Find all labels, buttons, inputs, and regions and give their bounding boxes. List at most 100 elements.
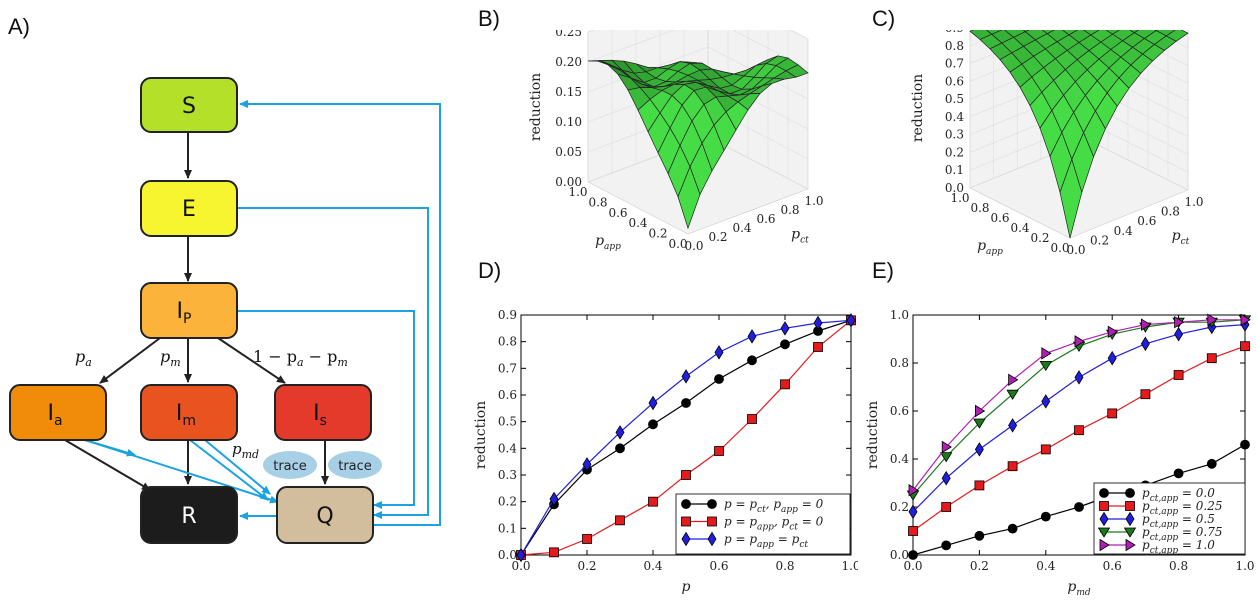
z-tick-label-c: 0.9 (945, 30, 964, 35)
y-tick-label-b: 0.0 (668, 237, 687, 251)
legend-marker-d-1 (682, 517, 691, 526)
x-axis-label-b: pct (791, 226, 809, 245)
z-tick-label-c: 0.7 (945, 57, 964, 71)
y-tick-label-c: 0.4 (1010, 221, 1029, 235)
data-point-e-0 (942, 541, 951, 550)
z-tick-label-c: 0.5 (945, 92, 964, 106)
z-tick-label-c: 0.3 (945, 128, 964, 142)
arrow-ia-mid-blue (85, 440, 135, 455)
legend-marker-d-1 (708, 517, 717, 526)
panel-label-c: C) (872, 6, 895, 32)
legend-marker-e-0 (1100, 489, 1109, 498)
x-tick-label-b: 1.0 (804, 194, 823, 208)
data-point-e-1 (942, 503, 951, 512)
z-tick-label-b: 0.05 (555, 145, 582, 159)
data-point-e-0 (1008, 524, 1017, 533)
data-point-e-0 (1041, 512, 1050, 521)
trace-label-1: trace (273, 459, 307, 474)
data-point-e-0 (1241, 440, 1250, 449)
z-tick-label-b: 0.25 (555, 30, 582, 39)
y-tick-label-d: 0.1 (498, 521, 517, 535)
y-axis-label-e: reduction (865, 401, 881, 469)
data-point-d-1 (814, 343, 823, 352)
data-point-d-1 (583, 535, 592, 544)
legend-d: p = pct, papp = 0p = papp, pct = 0p = pa… (676, 494, 850, 554)
x-tick-label-b: 0.4 (732, 221, 751, 235)
data-point-d-1 (682, 471, 691, 480)
y-tick-label-e: 0.6 (890, 404, 909, 418)
y-tick-label-c: 0.2 (1030, 231, 1049, 245)
data-point-e-1 (909, 527, 918, 536)
panel-label-b: B) (478, 6, 500, 32)
y-tick-label-b: 1.0 (568, 185, 587, 199)
node-s-label: S (182, 94, 196, 119)
x-tick-label-e: 0.8 (1169, 559, 1188, 573)
edge-label-pmd: pmd (232, 440, 259, 461)
x-tick-label-e: 0.4 (1036, 559, 1055, 573)
surface-plot-c: 0.00.10.20.30.40.50.60.70.80.90.00.20.40… (872, 30, 1252, 288)
x-axis-label-d: p (682, 579, 691, 595)
y-tick-label-c: 0.6 (990, 211, 1009, 225)
edge-label-pm: pm (160, 347, 181, 369)
x-tick-label-b: 0.6 (756, 212, 775, 226)
data-point-d-1 (748, 415, 757, 424)
y-tick-label-e: 0.4 (890, 452, 909, 466)
y-axis-label-d: reduction (473, 401, 489, 469)
y-tick-label-c: 0.0 (1050, 241, 1069, 255)
z-tick-label-c: 0.8 (945, 39, 964, 53)
data-point-e-1 (1008, 462, 1017, 471)
x-tick-label-d: 0.6 (709, 559, 728, 573)
y-tick-label-e: 1.0 (890, 308, 909, 322)
data-point-e-1 (975, 481, 984, 490)
y-tick-label-d: 0.7 (498, 361, 517, 375)
data-point-e-0 (909, 551, 918, 560)
edge-label-pa: pa (75, 347, 92, 369)
legend-marker-e-0 (1126, 489, 1135, 498)
legend-marker-d-0 (708, 500, 717, 509)
x-axis-label-e: pmd (1067, 579, 1091, 598)
x-tick-label-c: 0.6 (1137, 214, 1156, 228)
data-point-e-1 (1075, 426, 1084, 435)
data-point-e-1 (1174, 371, 1183, 380)
arrow-ip-ia (100, 338, 160, 383)
y-tick-label-b: 0.6 (608, 206, 627, 220)
data-point-d-1 (616, 516, 625, 525)
z-tick-label-b: 0.10 (555, 115, 582, 129)
y-tick-label-e: 0.2 (890, 500, 909, 514)
x-tick-label-c: 0.8 (1161, 205, 1180, 219)
y-axis-label-c: papp (977, 238, 1003, 257)
node-e-label: E (182, 197, 196, 222)
data-point-e-0 (1207, 459, 1216, 468)
z-axis-label-c: reduction (910, 74, 926, 142)
data-point-d-1 (781, 380, 790, 389)
y-tick-label-d: 0.6 (498, 388, 517, 402)
data-point-e-0 (1075, 503, 1084, 512)
line-chart-d: 0.0 0.2 0.4 0.6 0.8 1.0 0.0 0.1 0.2 0.3 0.4 0.5 0.6 0… (468, 284, 858, 604)
z-tick-label-c: 0.6 (945, 74, 964, 88)
y-tick-label-b: 0.8 (588, 195, 607, 209)
y-tick-label-d: 0.5 (498, 415, 517, 429)
z-axis-label-b: reduction (528, 73, 544, 141)
x-tick-label-c: 0.4 (1114, 224, 1133, 238)
legend-marker-e-1 (1100, 502, 1109, 511)
seir-diagram: trace trace S E IP Ia Im Is R Q pa pm 1 … (0, 0, 460, 601)
data-point-e-1 (1108, 409, 1117, 418)
x-tick-label-e: 0.6 (1103, 559, 1122, 573)
x-tick-label-d: 0.8 (775, 559, 794, 573)
edge-label-ps: 1 − pa − pm (253, 347, 348, 369)
data-point-d-1 (715, 447, 724, 456)
x-tick-label-b: 0.2 (708, 230, 727, 244)
y-tick-label-e: 0.8 (890, 356, 909, 370)
data-point-e-0 (975, 531, 984, 540)
node-q-label: Q (316, 504, 333, 529)
data-point-d-0 (715, 375, 724, 384)
y-tick-label-d: 0.2 (498, 495, 517, 509)
z-tick-label-c: 0.4 (945, 110, 964, 124)
y-tick-label-d: 0.0 (498, 548, 517, 562)
node-r-label: R (181, 504, 196, 529)
legend-marker-e-1 (1126, 502, 1135, 511)
legend-marker-d-0 (682, 500, 691, 509)
line-chart-e: 0.0 0.2 0.4 0.6 0.8 1.0 0.0 0.2 0.4 0.6 0.8 1.0 pmd r… (862, 284, 1254, 604)
data-point-e-1 (1141, 390, 1150, 399)
data-point-e-1 (1241, 342, 1250, 351)
